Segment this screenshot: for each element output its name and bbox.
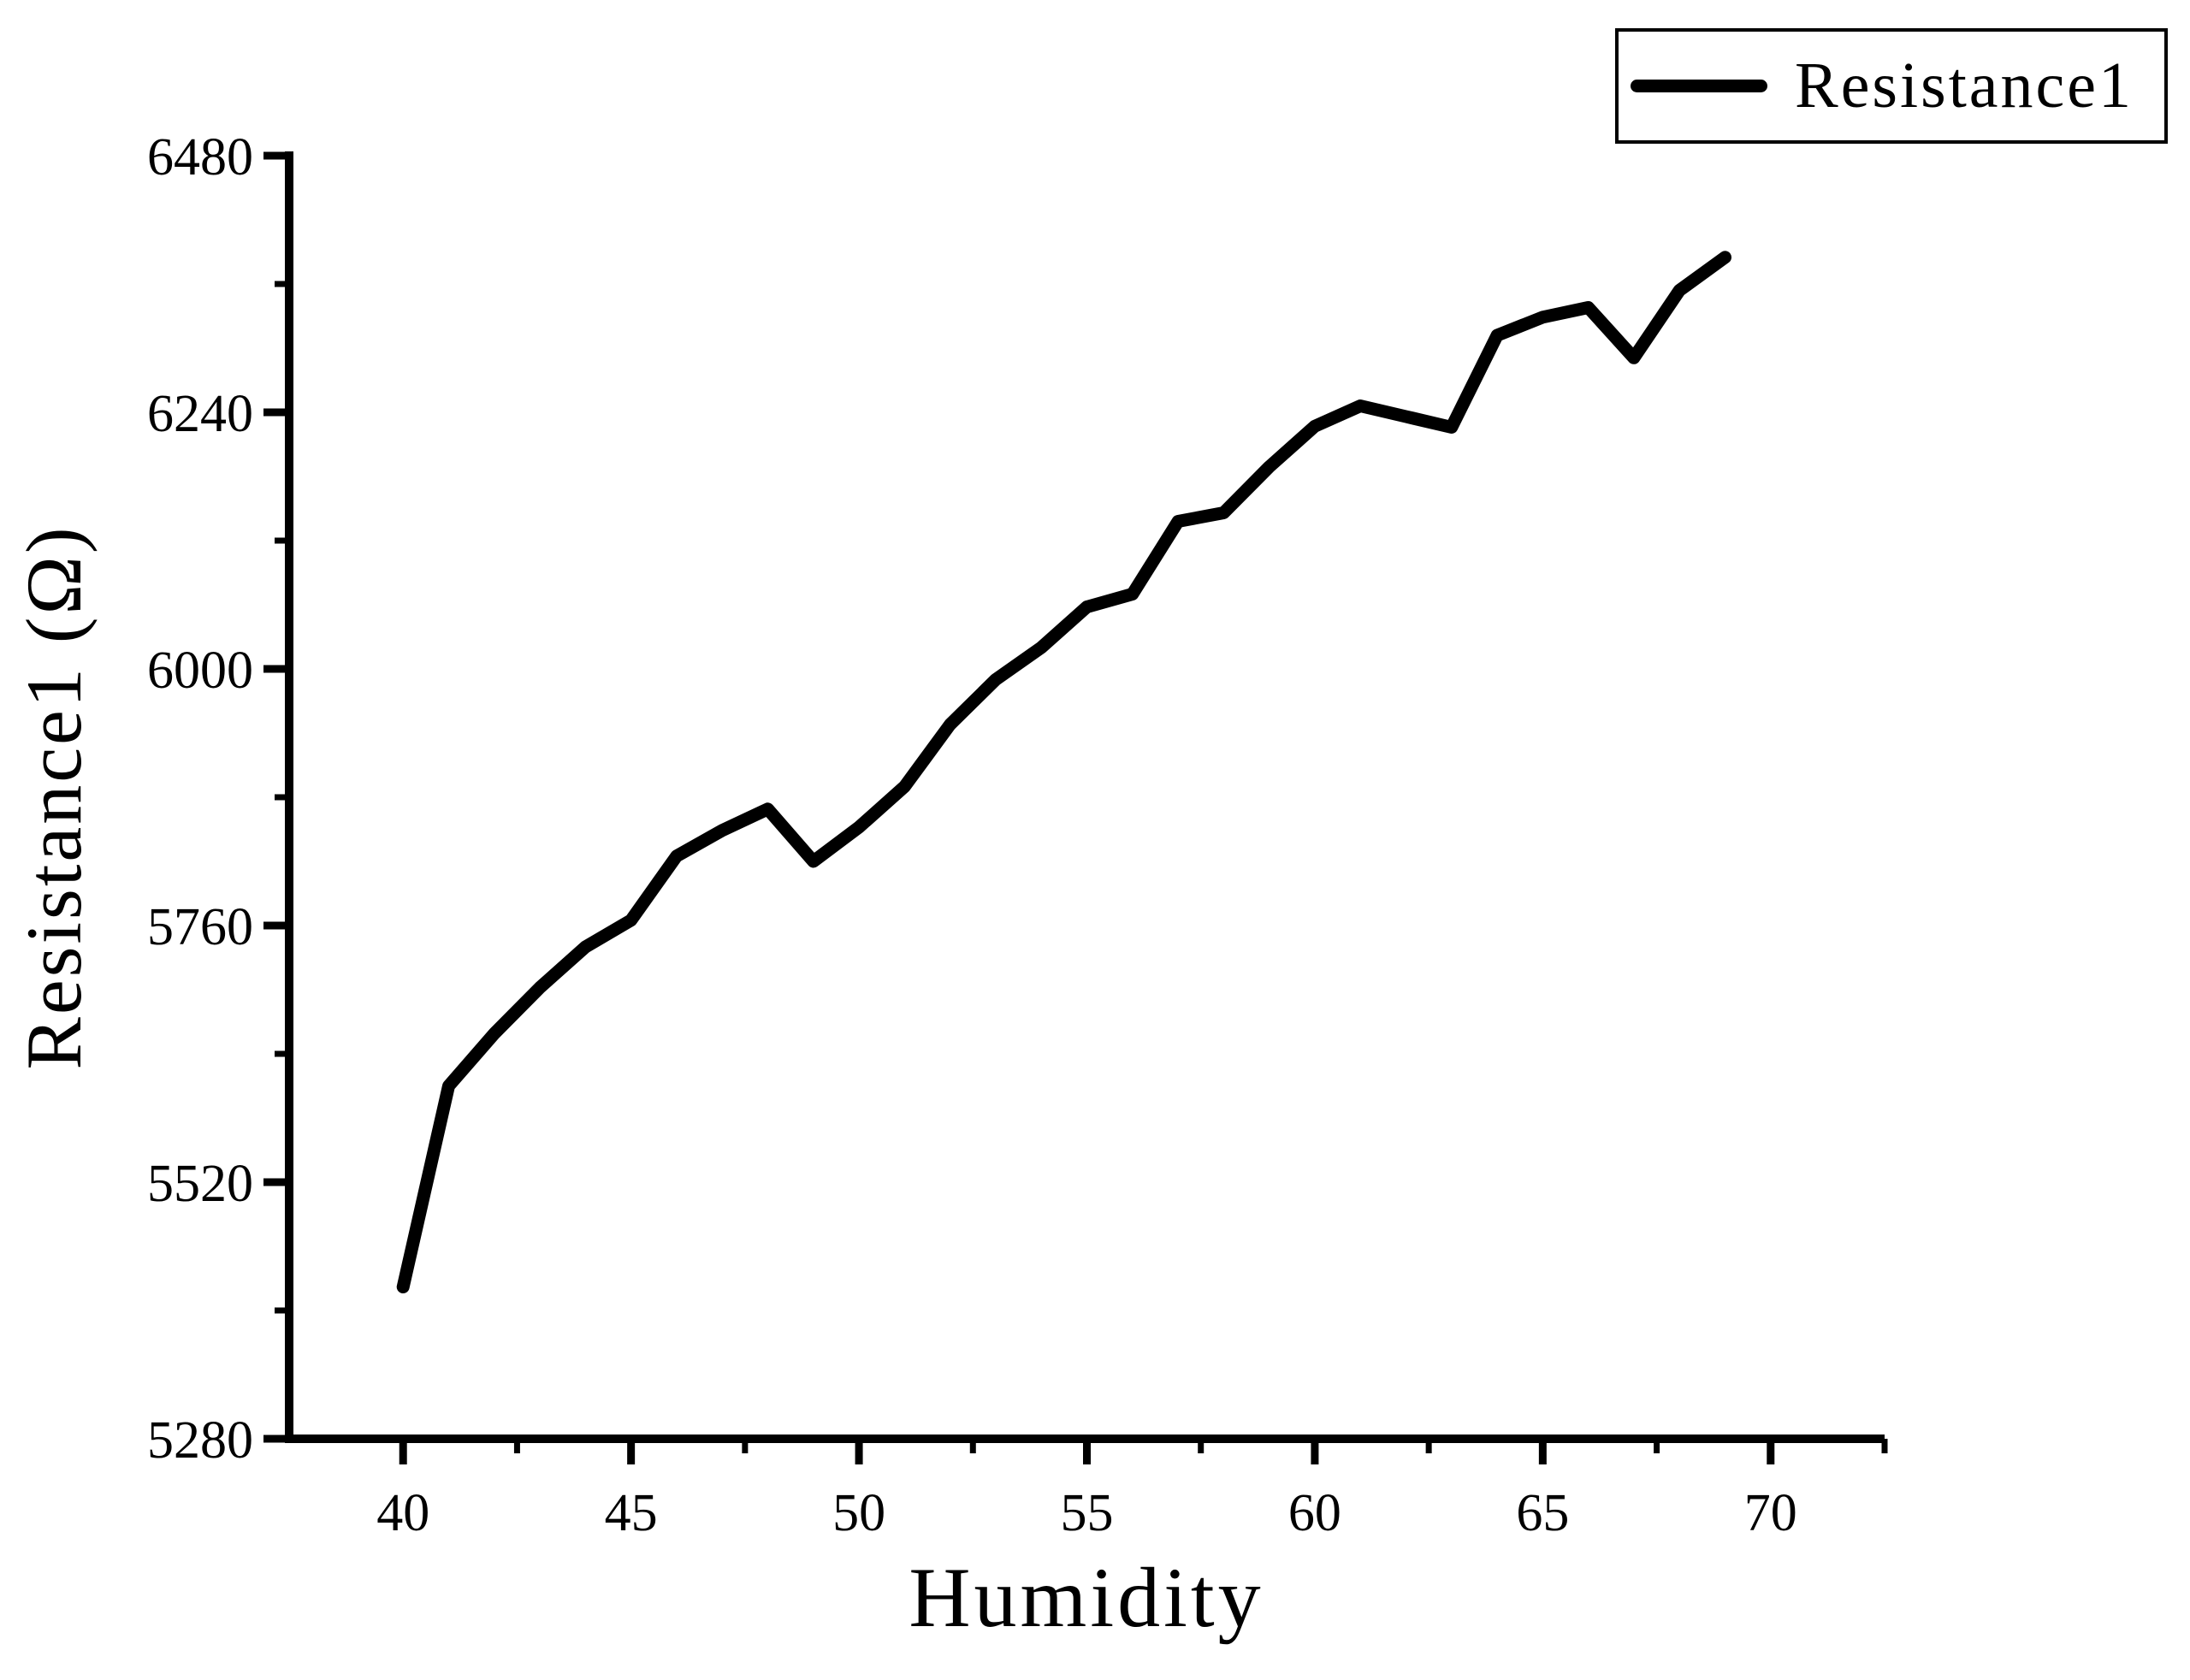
x-tick-label: 60	[1288, 1484, 1341, 1542]
x-tick-label: 40	[376, 1484, 429, 1542]
legend-line-sample-icon	[1631, 80, 1767, 92]
x-tick-label: 50	[832, 1484, 885, 1542]
series-line-resistance1	[396, 251, 1731, 1293]
y-tick-label: 6000	[147, 642, 253, 700]
y-tick-label: 5280	[147, 1411, 253, 1470]
x-tick-label: 70	[1744, 1484, 1797, 1542]
y-tick-label: 6480	[147, 128, 253, 186]
y-tick-label: 5520	[147, 1155, 253, 1213]
x-tick-label: 55	[1061, 1484, 1114, 1542]
legend-box: Resistance1	[1615, 28, 2168, 144]
y-axis-title: Resistance1 (Ω)	[10, 524, 98, 1070]
x-tick-label: 45	[605, 1484, 658, 1542]
y-tick-label: 6240	[147, 385, 253, 443]
x-tick-label: 65	[1516, 1484, 1569, 1542]
y-tick-label: 5760	[147, 898, 253, 956]
legend-series-label: Resistance1	[1795, 50, 2134, 121]
x-axis-title: Humidity	[909, 1550, 1264, 1645]
